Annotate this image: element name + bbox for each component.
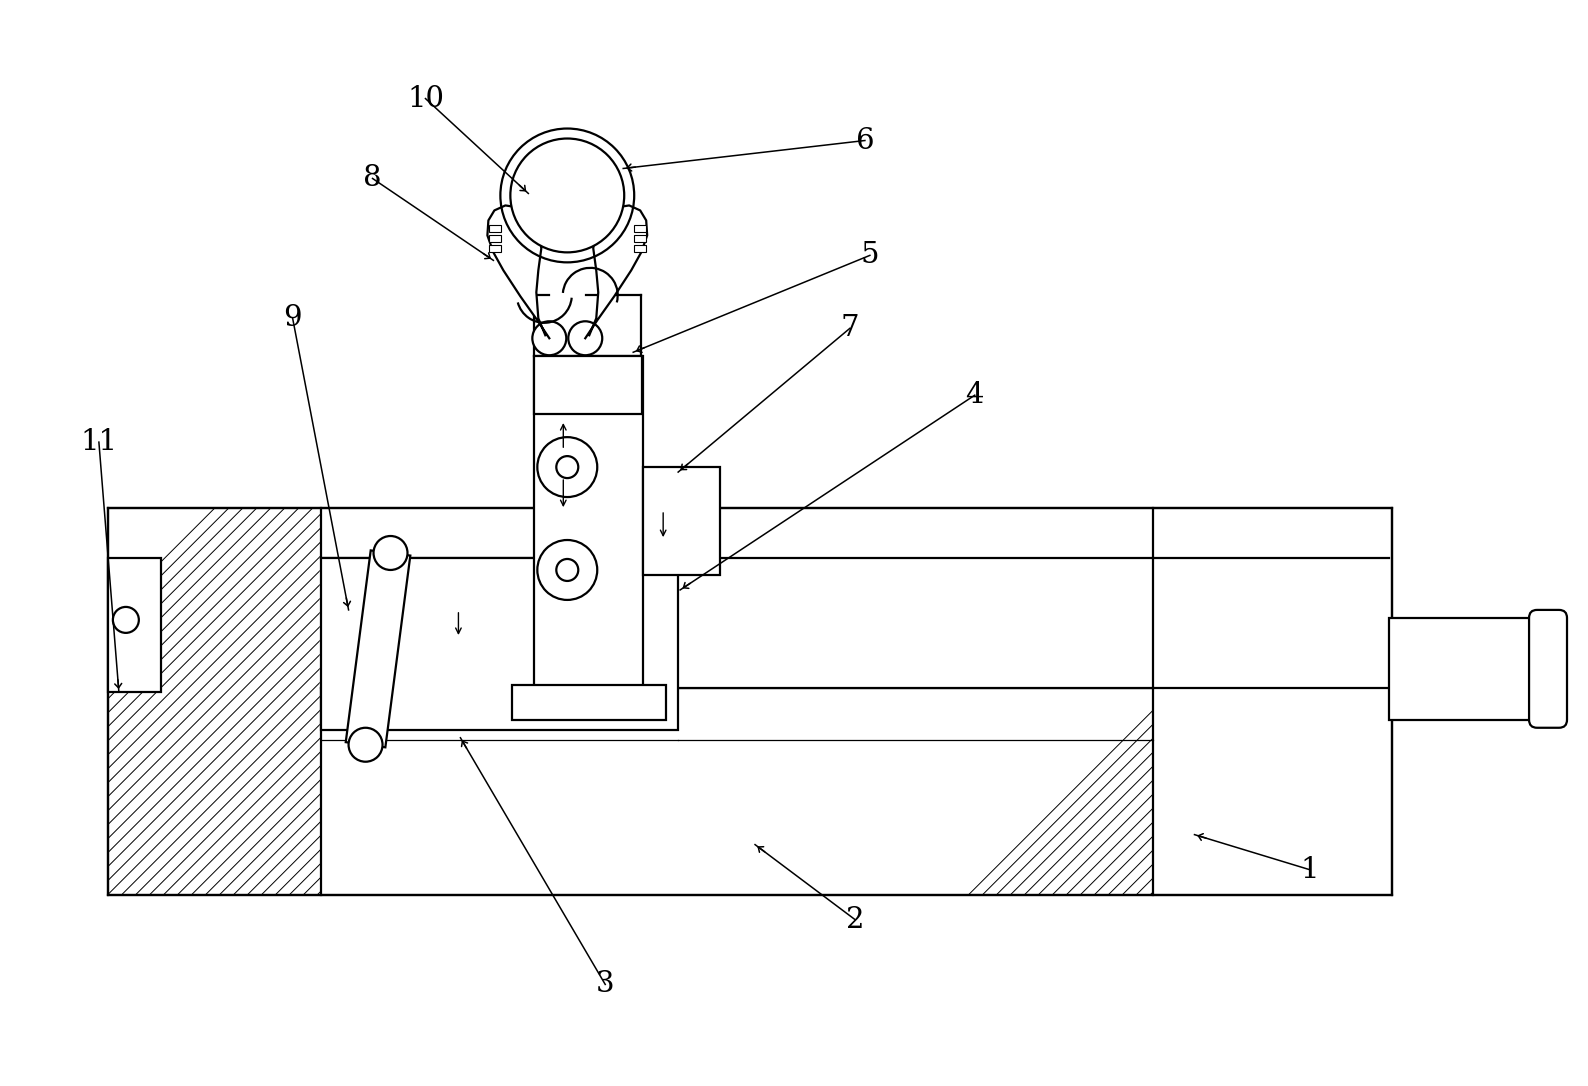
Bar [489, 236, 502, 242]
Circle shape [556, 456, 578, 478]
Bar [321, 558, 678, 687]
FancyBboxPatch shape [1529, 610, 1567, 728]
Bar [634, 236, 646, 242]
Circle shape [532, 321, 567, 355]
Bar [108, 508, 1393, 895]
Text: 1: 1 [1301, 856, 1318, 884]
Circle shape [373, 536, 408, 570]
Bar [534, 356, 643, 693]
Bar [321, 558, 678, 730]
Bar [489, 245, 502, 252]
Text: 10: 10 [407, 85, 445, 113]
Text: 7: 7 [840, 314, 859, 342]
Polygon shape [488, 205, 549, 338]
Bar [321, 558, 678, 730]
Circle shape [349, 728, 383, 761]
Text: 8: 8 [364, 164, 381, 192]
Text: 9: 9 [283, 304, 302, 332]
Circle shape [537, 540, 597, 599]
Circle shape [569, 321, 602, 355]
Bar [678, 558, 1153, 687]
Polygon shape [346, 551, 410, 747]
Bar [534, 356, 642, 414]
Text: 6: 6 [856, 126, 875, 154]
Bar [489, 226, 502, 232]
Bar [513, 685, 665, 720]
Circle shape [500, 128, 634, 263]
Text: 5: 5 [861, 241, 880, 269]
Circle shape [556, 559, 578, 581]
Polygon shape [586, 205, 648, 338]
Circle shape [510, 139, 624, 252]
Text: 11: 11 [81, 428, 118, 456]
Bar [634, 245, 646, 252]
Text: 4: 4 [966, 381, 985, 409]
Text: 2: 2 [846, 906, 864, 934]
Circle shape [537, 438, 597, 497]
Bar [1390, 618, 1542, 720]
Bar [643, 467, 719, 574]
Text: 3: 3 [596, 971, 615, 998]
Bar [108, 558, 160, 692]
Circle shape [113, 607, 138, 633]
Bar [634, 226, 646, 232]
